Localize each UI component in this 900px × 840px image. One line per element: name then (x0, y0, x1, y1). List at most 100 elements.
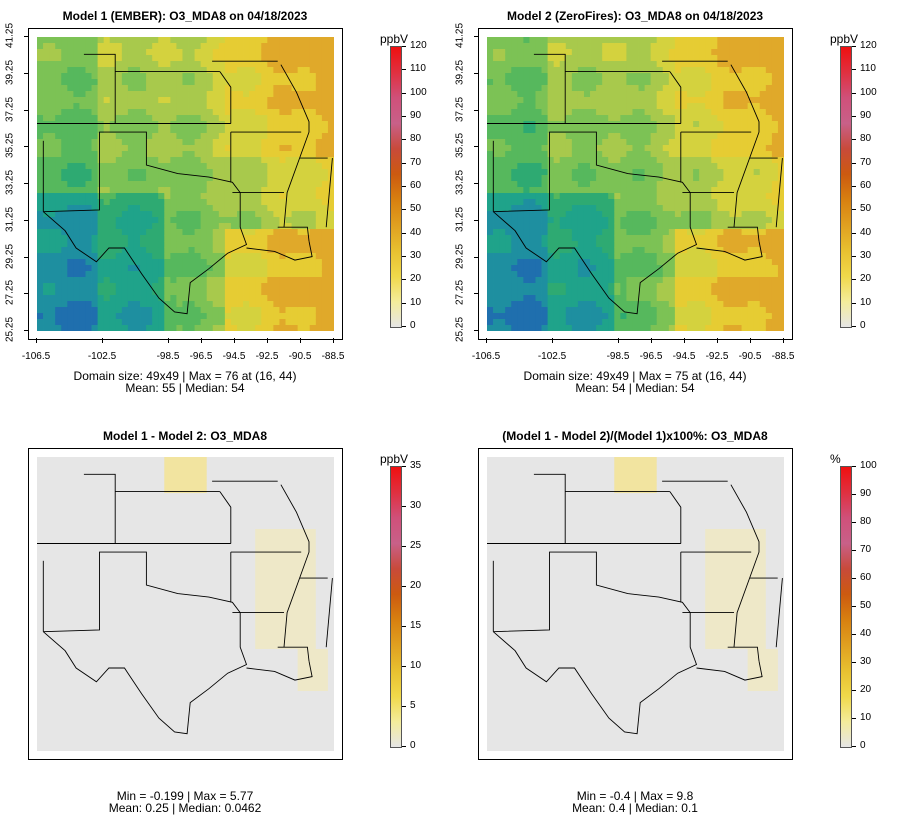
state-border (727, 64, 760, 242)
y-tick-label: 29.25 (454, 243, 466, 269)
x-tick-mark (201, 338, 202, 343)
x-tick-mark (783, 338, 784, 343)
colorbar-tick-mark (852, 69, 856, 71)
stat-line-2: Mean: 54 | Median: 54 (575, 381, 695, 395)
colorbar-unit: ppbV (380, 452, 409, 466)
y-tick-mark (24, 219, 28, 221)
x-tick-label: -98.5 (156, 351, 180, 362)
colorbar-tick-label: 30 (410, 500, 422, 511)
colorbar (390, 46, 402, 328)
state-border (727, 484, 760, 662)
state-border (277, 64, 310, 242)
colorbar-tick-label: 50 (410, 203, 422, 215)
map-frame (478, 28, 793, 340)
colorbar-tick-mark (402, 256, 406, 257)
y-tick-mark (24, 256, 28, 258)
state-border (83, 473, 116, 544)
stat-line-2: Mean: 55 | Median: 54 (125, 381, 245, 395)
x-tick-mark (102, 338, 103, 343)
colorbar-tick-mark (852, 186, 856, 187)
y-tick-mark (474, 36, 478, 37)
x-tick-mark (168, 338, 169, 343)
colorbar (840, 466, 852, 748)
colorbar-tick-label: 35 (410, 460, 422, 471)
colorbar (390, 466, 402, 748)
state-border (533, 473, 566, 544)
stat-line-2: Mean: 0.4 | Median: 0.1 (572, 801, 698, 815)
colorbar-tick-label: 0 (410, 320, 416, 331)
colorbar-tick-mark (852, 522, 856, 523)
stat-line-2: Mean: 0.25 | Median: 0.0462 (108, 801, 262, 815)
y-tick-mark (474, 293, 478, 295)
map-frame (28, 28, 343, 340)
x-tick-label: -102.5 (87, 351, 117, 362)
state-border (219, 71, 232, 124)
x-tick-mark (333, 338, 334, 343)
y-tick-mark (474, 219, 478, 221)
state-border (775, 158, 783, 228)
colorbar-tick-mark (852, 550, 856, 551)
colorbar-tick-mark (402, 209, 406, 211)
colorbar-tick-mark (852, 92, 856, 94)
colorbar-tick-label: 20 (410, 273, 422, 285)
map-svg (487, 37, 784, 331)
y-tick-mark (24, 293, 28, 295)
state-border (43, 131, 248, 315)
y-tick-mark (474, 146, 478, 148)
x-tick-label: -102.5 (537, 351, 567, 362)
map-frame (478, 448, 793, 760)
panel-pct: (Model 1 - Model 2)/(Model 1)x100%: O3_M… (450, 420, 900, 840)
colorbar-tick-label: 90 (410, 110, 422, 121)
x-tick-label: -96.5 (639, 351, 663, 362)
y-tick-mark (24, 146, 28, 148)
state-border (669, 491, 682, 544)
colorbar-tick-label: 40 (860, 226, 872, 238)
y-tick-mark (474, 183, 478, 184)
colorbar-tick-mark (402, 279, 406, 281)
stat-line-1: Min = -0.4 | Max = 9.8 (576, 789, 694, 803)
y-tick-mark (24, 109, 28, 111)
colorbar-tick-label: 60 (410, 180, 422, 191)
colorbar-tick-label: 60 (860, 180, 872, 191)
colorbar-tick-mark (402, 706, 406, 707)
colorbar-tick-label: 30 (410, 250, 422, 261)
colorbar-tick-mark (852, 634, 856, 635)
colorbar-tick-mark (852, 494, 856, 495)
state-border (775, 578, 783, 648)
colorbar-tick-label: 120 (860, 40, 877, 51)
colorbar-tick-mark (852, 326, 856, 327)
panel-model1: Model 1 (EMBER): O3_MDA8 on 04/18/2023 41… (0, 0, 450, 420)
panel-model2: Model 2 (ZeroFires): O3_MDA8 on 04/18/20… (450, 0, 900, 420)
colorbar (840, 46, 852, 328)
colorbar-tick-label: 5 (410, 700, 416, 711)
colorbar-tick-mark (852, 662, 856, 663)
y-tick-mark (24, 36, 28, 37)
colorbar-tick-mark (852, 162, 856, 164)
colorbar-tick-label: 40 (860, 628, 872, 639)
colorbar-tick-label: 70 (860, 544, 872, 555)
map-field (37, 37, 334, 331)
colorbar-tick-mark (852, 690, 856, 691)
x-tick-label: -96.5 (189, 351, 213, 362)
x-tick-label: -90.5 (738, 351, 762, 362)
colorbar-tick-label: 100 (410, 86, 427, 98)
x-tick-label: -88.5 (771, 351, 795, 362)
colorbar-tick-mark (402, 546, 406, 547)
colorbar-tick-mark (852, 302, 856, 304)
colorbar-unit: % (830, 452, 841, 466)
stat-line-1: Min = -0.199 | Max = 5.77 (116, 789, 254, 803)
y-tick-label: 39.25 (454, 59, 466, 85)
colorbar-tick-mark (852, 746, 856, 747)
colorbar-tick-label: 80 (860, 516, 872, 527)
colorbar-tick-mark (852, 232, 856, 234)
y-tick-mark (24, 72, 28, 74)
colorbar-tick-mark (402, 232, 406, 234)
map-field (487, 37, 784, 331)
x-tick-mark (552, 338, 553, 343)
colorbar-tick-mark (852, 209, 856, 211)
panel-title: Model 1 (EMBER): O3_MDA8 on 04/18/2023 (62, 9, 308, 23)
x-tick-label: -98.5 (606, 351, 630, 362)
colorbar-tick-mark (402, 466, 406, 467)
map-field (37, 457, 334, 751)
colorbar-tick-label: 100 (860, 460, 877, 471)
